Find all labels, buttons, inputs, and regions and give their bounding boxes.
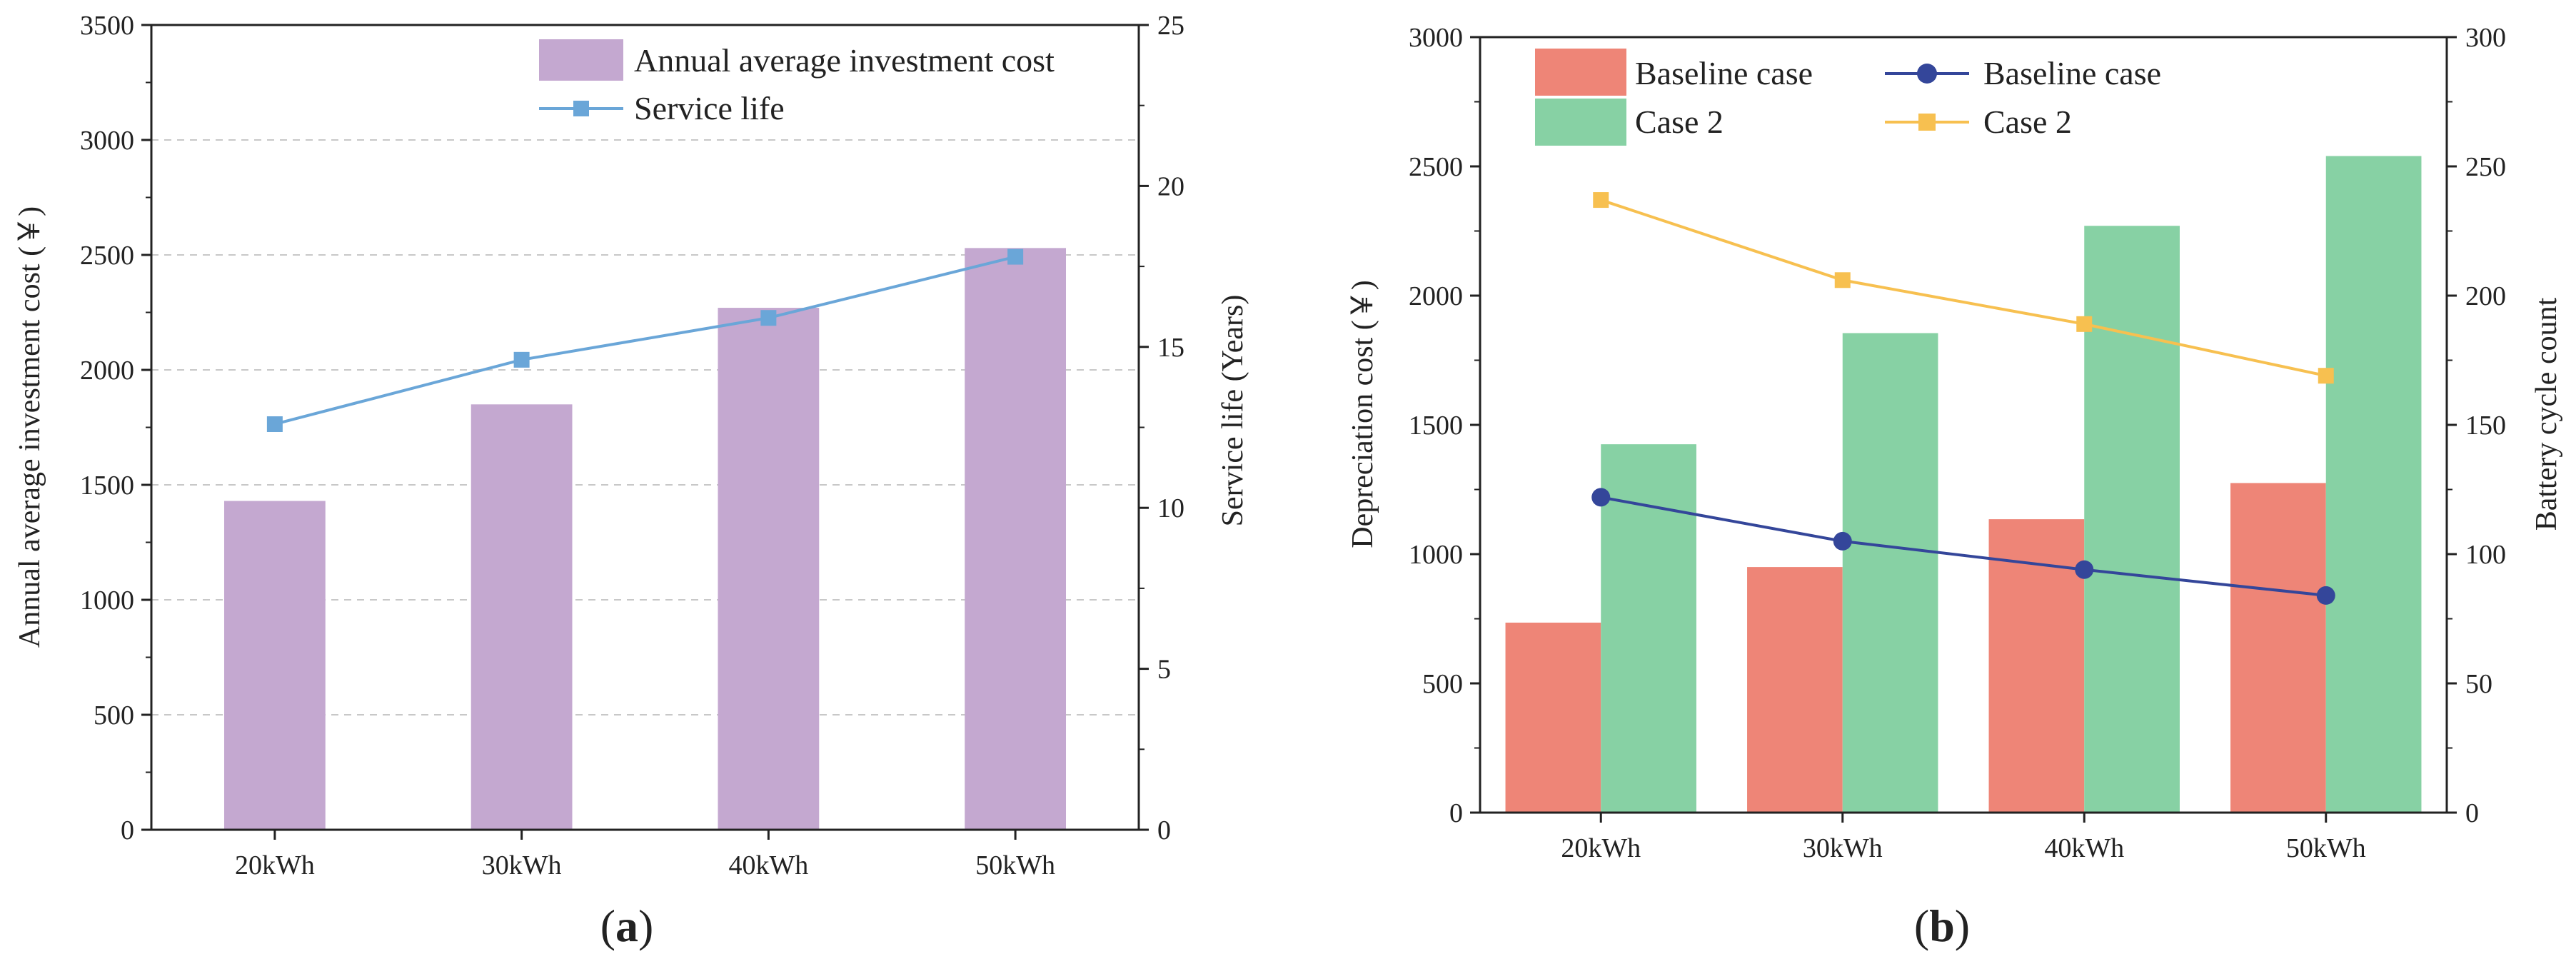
right-y-tick-label: 20 bbox=[1157, 171, 1184, 201]
baseline-case-bar bbox=[1747, 567, 1843, 813]
panel-b-legend-baseline-line-label: Baseline case bbox=[1983, 55, 2161, 91]
x-tick-label: 30kWh bbox=[482, 850, 562, 880]
panel-a-service-life-line bbox=[266, 248, 1024, 432]
left-y-tick-label: 3500 bbox=[80, 11, 134, 41]
right-y-tick-label: 25 bbox=[1157, 11, 1184, 41]
left-y-tick-label: 1500 bbox=[1409, 411, 1463, 441]
investment-cost-bar bbox=[471, 404, 573, 830]
right-y-tick-label: 300 bbox=[2465, 23, 2506, 53]
left-y-tick-label: 1000 bbox=[80, 586, 134, 616]
panel-a-x-ticks: 20kWh 30kWh 40kWh 50kWh bbox=[235, 830, 1055, 880]
panel-a-legend-bar-swatch bbox=[539, 39, 623, 81]
panel-b-legend: Baseline case Case 2 Baseline case Case … bbox=[1535, 49, 2161, 146]
case-2-bar bbox=[2325, 156, 2422, 813]
left-y-tick-label: 2500 bbox=[1409, 152, 1463, 182]
panel-b-x-ticks: 20kWh 30kWh 40kWh 50kWh bbox=[1561, 813, 2366, 863]
left-y-tick-label: 1000 bbox=[1409, 540, 1463, 570]
panel-a-label: (a) bbox=[600, 900, 654, 951]
case-2-point bbox=[1593, 192, 1609, 209]
investment-cost-bar bbox=[965, 248, 1067, 830]
left-y-tick-label: 2500 bbox=[80, 241, 134, 271]
panel-b-legend-baseline-line-marker bbox=[1917, 64, 1937, 84]
left-y-tick-label: 3000 bbox=[1409, 23, 1463, 53]
left-y-tick-label: 0 bbox=[121, 815, 134, 845]
case-2-bar bbox=[1842, 333, 1938, 813]
right-y-tick-label: 0 bbox=[1157, 815, 1171, 845]
panel-a-right-y-ticks: 0 5 10 15 20 25 bbox=[1139, 11, 1184, 845]
panel-a-bars bbox=[223, 248, 1067, 830]
right-y-tick-label: 15 bbox=[1157, 333, 1184, 363]
panel-b-legend-case2-bar-swatch bbox=[1535, 99, 1626, 146]
panel-b-lines bbox=[1591, 192, 2335, 605]
baseline-case-polyline bbox=[1600, 496, 2326, 597]
x-tick-label: 20kWh bbox=[235, 850, 315, 880]
x-tick-label: 40kWh bbox=[728, 850, 808, 880]
baseline-case-bar bbox=[2230, 483, 2326, 813]
panel-a-legend-line-marker bbox=[573, 101, 589, 116]
left-y-tick-label: 500 bbox=[1422, 669, 1463, 699]
right-y-tick-label: 50 bbox=[2465, 669, 2492, 699]
panel-b-bars bbox=[1505, 156, 2422, 813]
investment-cost-bar bbox=[718, 308, 820, 830]
case-2-point bbox=[1834, 272, 1851, 288]
baseline-case-point bbox=[1591, 488, 1611, 507]
left-y-tick-label: 3000 bbox=[80, 126, 134, 156]
panel-a-left-y-ticks: 0 500 1000 1500 2000 2500 3000 3500 bbox=[80, 11, 151, 845]
right-y-tick-label: 0 bbox=[2465, 798, 2479, 828]
left-y-tick-label: 2000 bbox=[1409, 281, 1463, 311]
baseline-case-point bbox=[2316, 586, 2335, 605]
panel-b-chart: 20kWh 30kWh 40kWh 50kWh 0500100015002000250… bbox=[1347, 23, 2563, 951]
x-tick-label: 30kWh bbox=[1803, 833, 1883, 863]
baseline-case-point bbox=[2075, 560, 2094, 579]
left-y-tick-label: 2000 bbox=[80, 356, 134, 386]
panel-b-legend-baseline-bar-label: Baseline case bbox=[1635, 55, 1813, 91]
service-life-point bbox=[513, 351, 530, 368]
investment-cost-bar bbox=[223, 501, 326, 830]
panel-a-left-axis-label: Annual average investment cost (￥) bbox=[14, 206, 46, 648]
right-y-tick-label: 250 bbox=[2465, 152, 2506, 182]
case-2-bar bbox=[2084, 226, 2180, 813]
service-life-polyline bbox=[274, 255, 1016, 426]
panel-b-right-y-ticks: 0 50 100 150 200 250 300 bbox=[2447, 23, 2506, 828]
x-tick-label: 40kWh bbox=[2044, 833, 2124, 863]
panel-a-legend-bar-label: Annual average investment cost bbox=[634, 42, 1055, 79]
x-tick-label: 20kWh bbox=[1561, 833, 1641, 863]
panel-b-right-axis-label: Battery cycle count bbox=[2530, 297, 2563, 531]
left-y-tick-label: 500 bbox=[94, 701, 134, 730]
panel-b-legend-case2-line-label: Case 2 bbox=[1983, 104, 2072, 140]
service-life-point bbox=[760, 310, 777, 326]
right-y-tick-label: 100 bbox=[2465, 540, 2506, 570]
baseline-case-bar bbox=[1505, 622, 1601, 813]
case-2-point bbox=[2318, 368, 2334, 384]
right-y-tick-label: 5 bbox=[1157, 655, 1171, 685]
panel-b-legend-case2-bar-label: Case 2 bbox=[1635, 104, 1724, 140]
x-tick-label: 50kWh bbox=[2286, 833, 2366, 863]
case-2-polyline bbox=[1600, 199, 2327, 378]
x-tick-label: 50kWh bbox=[975, 850, 1055, 880]
left-y-tick-label: 1500 bbox=[80, 471, 134, 501]
baseline-case-point bbox=[1833, 531, 1852, 551]
panel-a-legend-line-label: Service life bbox=[634, 90, 785, 126]
panel-a-legend: Annual average investment cost Service l… bbox=[539, 39, 1055, 126]
right-y-tick-label: 10 bbox=[1157, 493, 1184, 523]
case-2-point bbox=[2076, 316, 2093, 332]
right-y-tick-label: 200 bbox=[2465, 281, 2506, 311]
right-y-tick-label: 150 bbox=[2465, 411, 2506, 441]
panel-b-label: (b) bbox=[1914, 900, 1970, 951]
panel-b-left-axis-label: Depreciation cost (￥) bbox=[1347, 280, 1379, 548]
panel-b-legend-case2-line-marker bbox=[1918, 114, 1936, 131]
service-life-point bbox=[266, 416, 283, 432]
panel-b-left-y-ticks: 0 500 1000 1500 2000 2500 3000 bbox=[1409, 23, 1480, 828]
panel-a-chart: 20kWh 30kWh 40kWh 50kWh 0500100015002000250… bbox=[14, 11, 1249, 951]
left-y-tick-label: 0 bbox=[1449, 798, 1463, 828]
panel-b-legend-baseline-bar-swatch bbox=[1535, 49, 1626, 96]
service-life-point bbox=[1007, 248, 1024, 265]
panel-a-right-axis-label: Service life (Years) bbox=[1217, 295, 1249, 527]
